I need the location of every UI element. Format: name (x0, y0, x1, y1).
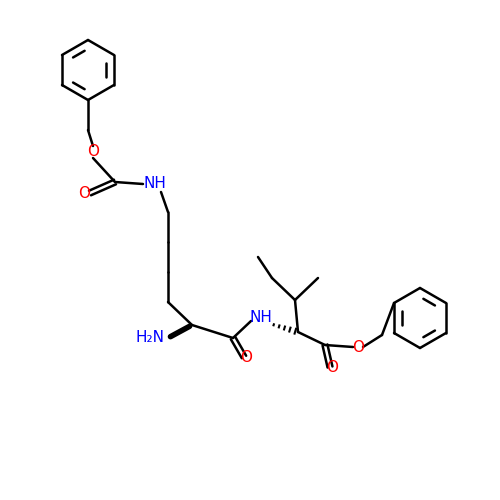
Text: NH: NH (250, 310, 272, 326)
Text: O: O (240, 350, 252, 366)
Text: O: O (352, 340, 364, 354)
Text: O: O (326, 360, 338, 376)
Text: O: O (87, 144, 99, 160)
Text: H₂N: H₂N (136, 330, 164, 345)
Text: NH: NH (144, 176, 167, 192)
Text: O: O (78, 186, 90, 200)
